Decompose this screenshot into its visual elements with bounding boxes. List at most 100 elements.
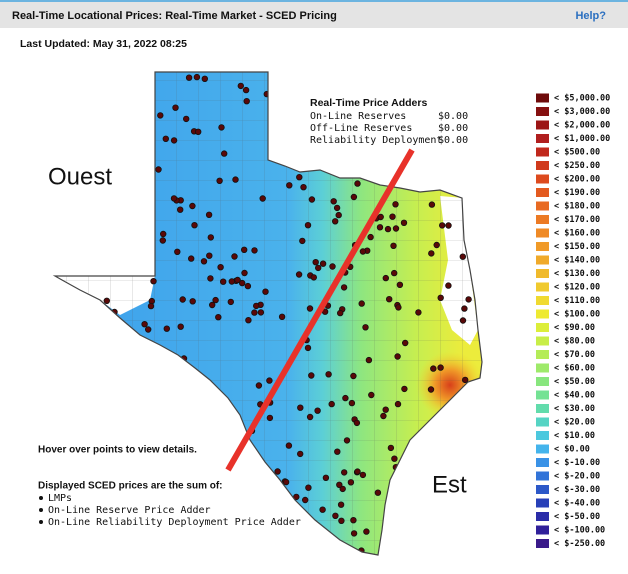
legend-label: < $180.00 [554, 202, 600, 212]
price-node [439, 222, 446, 229]
note-item: On-Line Reliability Deployment Price Add… [48, 517, 301, 528]
adder-label: On-Line Reserves [310, 111, 406, 122]
legend-swatch [536, 350, 549, 359]
price-node [144, 326, 152, 333]
price-node [338, 517, 345, 524]
legend-swatch [536, 188, 549, 197]
price-adders: Real-Time Price Adders On-Line Reserves … [310, 97, 468, 146]
legend-swatch [536, 498, 549, 508]
price-node [216, 177, 223, 184]
adder-label: Reliability Deployment [310, 135, 442, 146]
price-node [333, 204, 341, 212]
price-node [391, 455, 398, 462]
price-node [394, 353, 401, 360]
price-node [390, 242, 397, 249]
price-node [295, 271, 303, 278]
price-node [215, 314, 222, 321]
price-node [339, 485, 346, 493]
price-node [300, 183, 307, 191]
price-node [306, 413, 314, 421]
price-node [241, 269, 248, 277]
adder-value: $0.00 [438, 123, 468, 134]
price-node [391, 269, 398, 277]
price-node [387, 444, 395, 452]
legend-swatch [536, 471, 549, 481]
legend-label: < $80.00 [554, 337, 595, 347]
price-node [367, 233, 374, 241]
price-node [433, 241, 440, 249]
price-node [395, 304, 402, 311]
price-node [207, 275, 214, 282]
price-node [218, 124, 225, 131]
price-node [461, 305, 468, 312]
price-node [266, 414, 274, 422]
legend-swatch [536, 255, 549, 265]
price-node [263, 90, 270, 98]
legend-label: < $110.00 [554, 296, 600, 306]
note-item: LMPs [48, 493, 72, 504]
legend-label: < $500.00 [554, 148, 600, 158]
legend-label: < $60.00 [554, 364, 595, 374]
adder-label: Off-Line Reserves [310, 123, 412, 134]
price-node [350, 530, 358, 537]
price-node [201, 75, 208, 82]
price-node [228, 278, 235, 285]
legend-label: < $-20.00 [554, 472, 600, 482]
legend: < $5,000.00 < $3,000.00 < $2,000.00 < $1,00… [536, 93, 610, 549]
price-node [348, 399, 356, 407]
price-node [382, 274, 389, 282]
price-node [255, 382, 263, 389]
legend-label: < $40.00 [554, 391, 595, 401]
price-node [243, 97, 250, 105]
legend-swatch [536, 336, 549, 346]
legend-swatch [536, 525, 549, 535]
price-node [170, 137, 178, 144]
price-node [285, 442, 293, 449]
price-node [304, 221, 312, 229]
legend-label: < $90.00 [554, 323, 595, 333]
price-node [437, 364, 444, 371]
price-node [329, 263, 336, 270]
price-node [353, 419, 361, 427]
price-node [206, 252, 213, 259]
legend-swatch [536, 134, 549, 143]
price-node [322, 474, 330, 481]
price-node [350, 193, 358, 201]
price-node [231, 253, 238, 260]
legend-label: < $200.00 [554, 175, 600, 185]
help-link[interactable]: Help? [575, 10, 606, 22]
price-node [182, 115, 190, 123]
legend-label: < $20.00 [554, 418, 595, 428]
price-node [314, 407, 321, 414]
price-node [157, 112, 164, 119]
legend-swatch [536, 539, 549, 548]
price-node [319, 260, 327, 267]
price-node [341, 469, 348, 476]
price-node [415, 309, 422, 316]
price-node [315, 264, 322, 272]
legend-label: < $10.00 [554, 431, 595, 441]
price-node [219, 278, 227, 285]
price-node [430, 365, 437, 372]
price-node [150, 278, 157, 285]
legend-swatch [536, 404, 549, 413]
price-node [194, 128, 202, 135]
price-node [359, 471, 367, 479]
price-node [427, 386, 435, 393]
price-node [365, 356, 373, 364]
price-node [251, 247, 258, 254]
price-node [374, 489, 382, 496]
price-node [332, 218, 339, 225]
note-item: On-Line Reserve Price Adder [48, 505, 211, 516]
price-node [176, 206, 184, 213]
legend-swatch [536, 485, 549, 494]
legend-swatch [536, 107, 549, 116]
legend-swatch [536, 444, 549, 454]
price-node [232, 176, 239, 183]
price-node [328, 400, 335, 408]
price-node [402, 339, 409, 347]
price-node [274, 468, 281, 475]
price-node [238, 279, 246, 287]
price-node [189, 202, 196, 210]
